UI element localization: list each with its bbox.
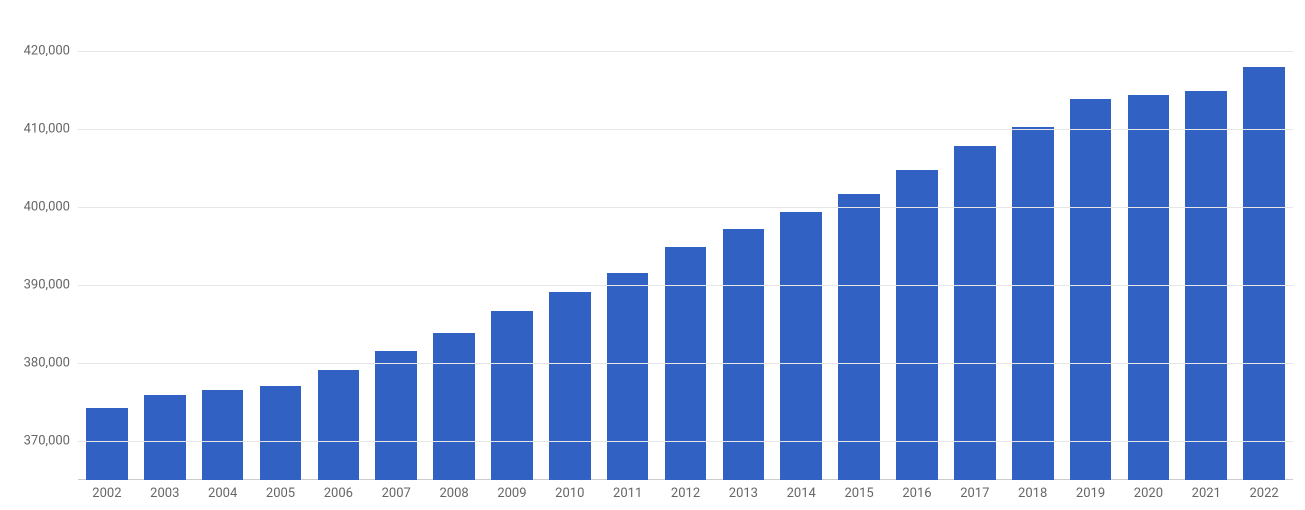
x-tick-label: 2020 [1134,486,1163,501]
bar-slot: 2010 [541,12,599,480]
bar [144,395,186,480]
bars-container: 2002200320042005200620072008200920102011… [78,12,1293,480]
bar [491,311,533,480]
y-tick-label: 420,000 [24,44,70,59]
bar-slot: 2022 [1235,12,1293,480]
bar [954,146,996,480]
gridline [78,363,1293,364]
x-tick-label: 2012 [671,486,700,501]
x-tick-label: 2022 [1249,486,1278,501]
bar [1012,127,1054,480]
bar-slot: 2003 [136,12,194,480]
x-tick-label: 2007 [382,486,411,501]
plot-area: 2002200320042005200620072008200920102011… [78,12,1293,480]
bar-slot: 2008 [425,12,483,480]
x-tick-label: 2008 [439,486,468,501]
y-tick-label: 400,000 [24,200,70,215]
x-tick-label: 2006 [324,486,353,501]
bar-slot: 2014 [772,12,830,480]
x-tick-label: 2018 [1018,486,1047,501]
bar-chart: 2002200320042005200620072008200920102011… [0,0,1305,510]
bar [549,292,591,480]
bar [86,408,128,480]
bar-slot: 2016 [888,12,946,480]
y-tick-label: 390,000 [24,278,70,293]
x-tick-label: 2010 [555,486,584,501]
bar-slot: 2007 [367,12,425,480]
bar-slot: 2002 [78,12,136,480]
bar-slot: 2011 [599,12,657,480]
y-tick-label: 380,000 [24,356,70,371]
bar [1070,99,1112,480]
bar-slot: 2004 [194,12,252,480]
x-tick-label: 2021 [1192,486,1221,501]
gridline [78,129,1293,130]
bar-slot: 2017 [946,12,1004,480]
bar [318,370,360,480]
bar-slot: 2006 [309,12,367,480]
bar-slot: 2021 [1177,12,1235,480]
x-tick-label: 2019 [1076,486,1105,501]
x-tick-label: 2003 [150,486,179,501]
bar [838,194,880,480]
x-tick-label: 2015 [844,486,873,501]
bar [1128,95,1170,480]
x-tick-label: 2014 [787,486,816,501]
gridline [78,441,1293,442]
bar [260,386,302,480]
x-tick-label: 2004 [208,486,237,501]
bar-slot: 2009 [483,12,541,480]
bar-slot: 2019 [1062,12,1120,480]
x-tick-label: 2017 [960,486,989,501]
y-tick-label: 410,000 [24,122,70,137]
gridline [78,285,1293,286]
gridline [78,207,1293,208]
bar-slot: 2005 [252,12,310,480]
bar-slot: 2020 [1119,12,1177,480]
x-tick-label: 2016 [902,486,931,501]
bar [375,351,417,480]
bar [607,273,649,480]
x-tick-label: 2013 [729,486,758,501]
bar [433,333,475,480]
y-tick-label: 370,000 [24,434,70,449]
x-tick-label: 2009 [497,486,526,501]
bar [202,390,244,480]
bar [896,170,938,480]
bar [723,229,765,480]
gridline [78,51,1293,52]
bar-slot: 2013 [714,12,772,480]
bar-slot: 2012 [657,12,715,480]
bar [780,212,822,480]
bar-slot: 2015 [830,12,888,480]
x-tick-label: 2011 [613,486,642,501]
bar-slot: 2018 [1004,12,1062,480]
x-tick-label: 2002 [92,486,121,501]
x-tick-label: 2005 [266,486,295,501]
